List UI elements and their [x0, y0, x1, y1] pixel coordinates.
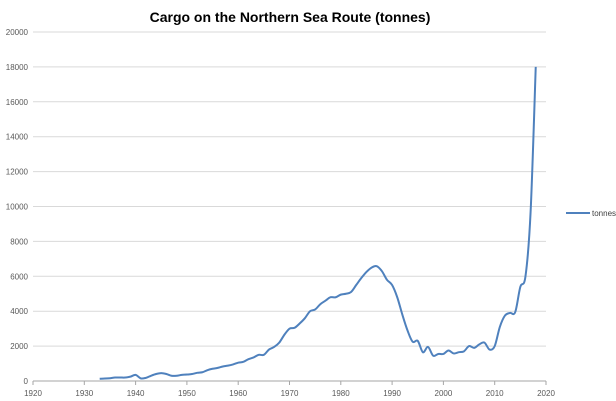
- y-tick-label: 4000: [10, 307, 28, 316]
- x-tick-label: 1930: [75, 389, 93, 398]
- x-tick-label: 1970: [281, 389, 299, 398]
- y-tick-label: 6000: [10, 272, 28, 281]
- y-tick-label: 14000: [6, 133, 29, 142]
- y-tick-label: 0: [24, 377, 29, 386]
- x-tick-label: 2020: [537, 389, 555, 398]
- y-tick-label: 10000: [6, 203, 29, 212]
- x-tick-label: 1990: [383, 389, 401, 398]
- y-tick-label: 18000: [6, 63, 29, 72]
- x-tick-label: 2010: [486, 389, 504, 398]
- x-tick-label: 1950: [178, 389, 196, 398]
- legend-label: tonnes: [592, 209, 616, 218]
- x-tick-label: 1920: [24, 389, 42, 398]
- chart-title: Cargo on the Northern Sea Route (tonnes): [150, 9, 431, 25]
- x-tick-label: 1960: [229, 389, 247, 398]
- y-tick-label: 2000: [10, 342, 28, 351]
- gridlines: [33, 31, 546, 347]
- series-line-tonnes: [99, 66, 537, 380]
- x-tick-label: 1980: [332, 389, 350, 398]
- x-tick-label: 2000: [435, 389, 453, 398]
- x-axis: 1920 1930 1940 1950 1960 1970 1980 1990 2000 2010…: [24, 380, 555, 398]
- y-tick-label: 8000: [10, 237, 28, 246]
- y-tick-label: 20000: [6, 28, 29, 37]
- legend: tonnes: [566, 209, 616, 218]
- series-group: [99, 66, 537, 380]
- y-tick-label: 16000: [6, 98, 29, 107]
- y-axis: 0 2000 4000 6000 8000 10000 12000 14000 16000 180…: [6, 28, 29, 386]
- y-tick-label: 12000: [6, 168, 29, 177]
- x-tick-label: 1940: [127, 389, 145, 398]
